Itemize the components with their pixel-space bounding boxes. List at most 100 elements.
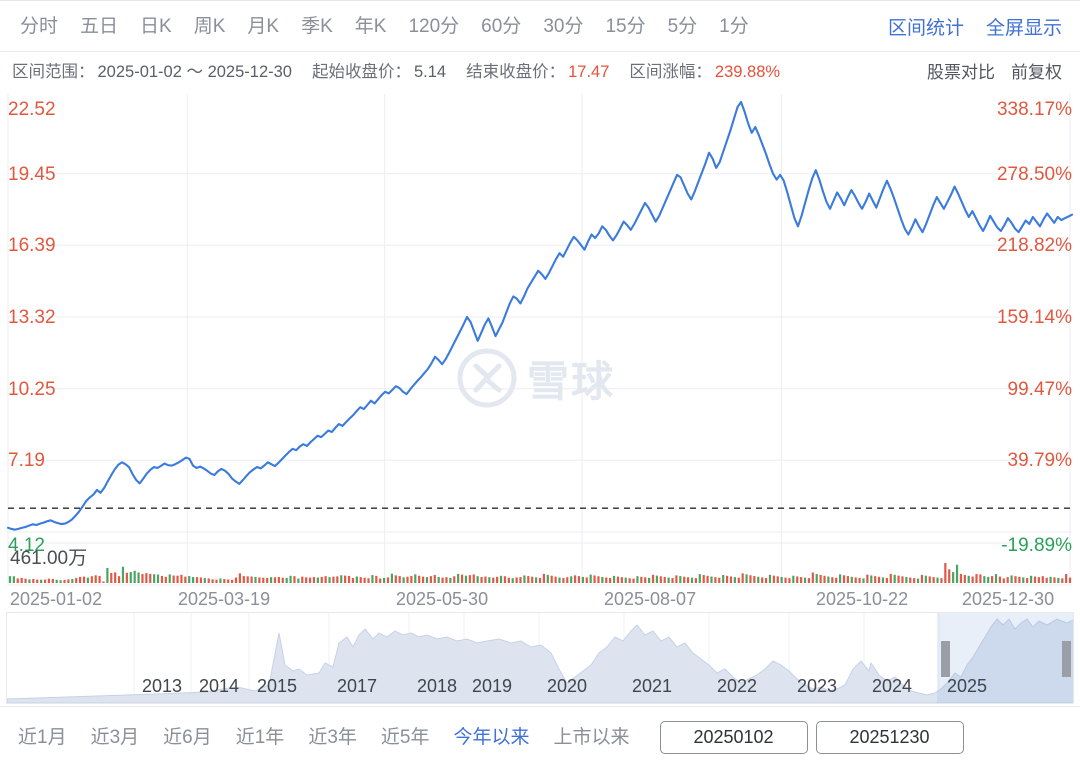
period-tab-2[interactable]: 日K [140, 15, 172, 37]
volume-bar [1061, 578, 1064, 583]
volume-bar [772, 575, 775, 583]
end-date-input[interactable] [815, 720, 964, 754]
volume-bar [792, 575, 795, 583]
quick-range-3[interactable]: 近1年 [235, 726, 285, 748]
volume-bar [137, 572, 140, 583]
quick-range-7[interactable]: 上市以来 [553, 726, 630, 748]
quick-range-5[interactable]: 近5年 [380, 726, 430, 748]
volume-bar [371, 575, 374, 583]
volume-bar [153, 574, 156, 583]
start-date-input[interactable] [659, 720, 808, 754]
volume-bar [975, 574, 978, 583]
period-tab-3[interactable]: 周K [193, 15, 226, 37]
stock-compare-link[interactable]: 股票对比 [927, 62, 995, 82]
quick-range-1[interactable]: 近3月 [90, 726, 140, 748]
volume-bar [952, 572, 955, 583]
quick-range-2[interactable]: 近6月 [163, 726, 212, 748]
volume-bar [402, 577, 405, 583]
end-price-label: 结束收盘价： [466, 63, 566, 81]
adjust-mode-link[interactable]: 前复权 [1011, 62, 1062, 82]
quick-range-0[interactable]: 近1月 [18, 726, 67, 748]
period-tab-8[interactable]: 60分 [481, 15, 522, 37]
price-volume-plot[interactable] [0, 88, 1080, 607]
volume-bar [714, 577, 717, 583]
volume-bar [472, 574, 475, 583]
volume-bar [515, 577, 518, 583]
volume-bar [114, 572, 117, 583]
chart-area[interactable]: 雪球 22.52 19.45 16.39 13.32 10.25 7.19 4.12 338… [0, 88, 1080, 609]
volume-bar [117, 576, 121, 583]
volume-bar [199, 577, 203, 583]
minimap-handle-left[interactable] [941, 641, 950, 677]
x-tick-3: 2025-08-07 [604, 589, 697, 609]
minimap-handle-right[interactable] [1062, 641, 1071, 677]
range-toolbar: 近1月 近3月 近6月 近1年 近3年 近5年 今年以来 上市以来 [0, 706, 1080, 767]
volume-bar [542, 573, 545, 583]
volume-bar [1049, 576, 1052, 583]
period-tab-12[interactable]: 1分 [719, 15, 749, 37]
range-stats-button[interactable]: 区间统计 [887, 17, 964, 39]
volume-bar [897, 575, 900, 583]
period-tab-6[interactable]: 年K [354, 15, 387, 37]
minimap-selection[interactable] [937, 613, 1073, 703]
quick-range-6[interactable]: 今年以来 [453, 726, 530, 748]
volume-bar [67, 579, 70, 583]
volume-bar [1037, 577, 1040, 583]
chart-svg[interactable] [0, 88, 1080, 607]
volume-bar [741, 573, 744, 583]
volume-bar [967, 575, 970, 583]
volume-bar [305, 577, 308, 583]
period-tab-5[interactable]: 季K [301, 15, 333, 37]
volume-bar [254, 576, 257, 583]
volume-bar [308, 577, 312, 583]
volume-bar [266, 577, 269, 583]
volume-bar [768, 574, 772, 583]
period-tab-11[interactable]: 5分 [667, 15, 698, 37]
period-tab-1[interactable]: 五日 [80, 15, 119, 37]
volume-bar [258, 577, 261, 583]
percent-tick-3: 159.14% [996, 307, 1072, 328]
volume-bar [722, 574, 725, 583]
volume-bar [725, 575, 729, 583]
volume-bar [445, 577, 448, 583]
percent-tick-5: 39.79% [1007, 450, 1072, 472]
period-tab-7[interactable]: 120分 [408, 15, 460, 37]
volume-bar [476, 576, 479, 583]
volume-bar [991, 576, 994, 583]
volume-bar [75, 578, 78, 583]
volume-bar [757, 576, 760, 583]
volume-bar [285, 577, 288, 583]
volume-bar [932, 577, 935, 583]
volume-bar [550, 575, 553, 583]
period-tab-9[interactable]: 30分 [543, 15, 584, 37]
volume-bar [784, 577, 787, 583]
period-tab-0[interactable]: 分时 [20, 15, 59, 37]
volume-bar [449, 577, 452, 583]
volume-bar [562, 578, 565, 583]
volume-bar [269, 577, 273, 583]
quick-range-4[interactable]: 近3年 [308, 726, 357, 748]
period-tab-10[interactable]: 15分 [605, 15, 646, 37]
range-label: 区间范围： [12, 63, 95, 81]
volume-bar [457, 573, 460, 583]
volume-bar [94, 575, 97, 583]
fullscreen-button[interactable]: 全屏显示 [985, 17, 1062, 39]
volume-bar [195, 577, 199, 583]
volume-bar [55, 579, 58, 583]
period-tab-4[interactable]: 月K [247, 15, 280, 37]
volume-bar [484, 576, 487, 583]
volume-bar [507, 577, 510, 583]
volume-bar [605, 577, 608, 583]
volume-bar [1010, 575, 1013, 583]
volume-bar [410, 575, 413, 583]
volume-bar [312, 577, 316, 583]
volume-bar [527, 576, 530, 583]
range-minimap[interactable]: 2013 2014 2015 2017 2018 2019 2020 2021 2022 2023… [6, 612, 1074, 704]
volume-bar [546, 574, 549, 583]
volume-bar [215, 579, 218, 583]
volume-bar [328, 577, 331, 583]
volume-bar [640, 576, 643, 583]
minimap-svg[interactable] [7, 613, 1074, 703]
volume-bar [1014, 576, 1017, 583]
volume-bar [733, 577, 736, 583]
